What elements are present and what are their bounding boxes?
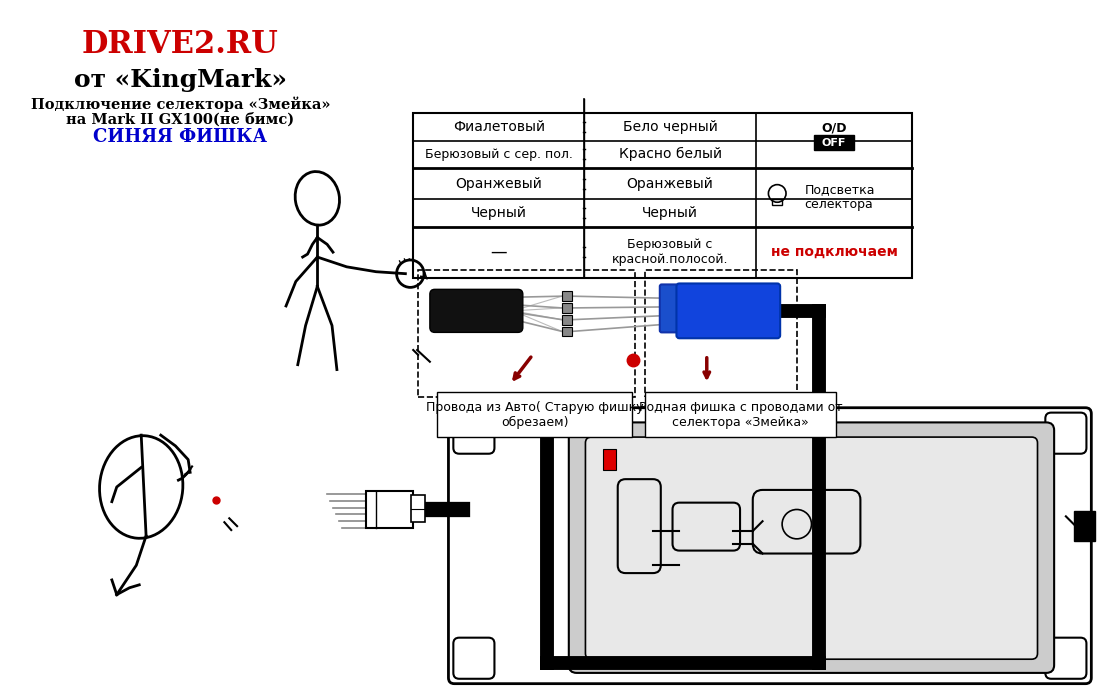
FancyBboxPatch shape — [677, 284, 780, 338]
Bar — [562, 291, 572, 301]
Text: Красно белый: Красно белый — [618, 147, 721, 161]
Bar — [772, 199, 782, 205]
Text: Берюзовый с
красной.полосой.: Берюзовый с красной.полосой. — [612, 238, 729, 266]
Text: на Mark II GX100(не бимс): на Mark II GX100(не бимс) — [66, 112, 294, 126]
Bar — [418, 270, 635, 397]
FancyBboxPatch shape — [453, 412, 494, 454]
FancyBboxPatch shape — [585, 437, 1037, 659]
Text: DRIVE2.RU: DRIVE2.RU — [82, 29, 279, 60]
Text: Оранжевый: Оранжевый — [627, 176, 713, 190]
Text: Оранжевый: Оранжевый — [456, 176, 542, 190]
Bar — [366, 491, 414, 528]
FancyBboxPatch shape — [448, 407, 1092, 684]
Bar — [562, 315, 572, 325]
FancyBboxPatch shape — [1045, 412, 1086, 454]
Text: OFF: OFF — [822, 138, 846, 148]
Text: O/D: O/D — [822, 121, 847, 134]
FancyBboxPatch shape — [453, 638, 494, 679]
Bar — [414, 113, 912, 278]
Text: Подсветка
селектора: Подсветка селектора — [805, 183, 875, 211]
FancyBboxPatch shape — [568, 422, 1054, 673]
Bar — [1074, 512, 1095, 541]
Text: СИНЯЯ ФИШКА: СИНЯЯ ФИШКА — [93, 127, 268, 146]
Bar — [603, 449, 616, 470]
Text: Подключение селектора «Змейка»: Подключение селектора «Змейка» — [31, 97, 330, 112]
Text: Бело черный: Бело черный — [623, 120, 718, 134]
Bar — [562, 326, 572, 336]
Text: Фиалетовый: Фиалетовый — [452, 120, 545, 134]
Bar — [645, 270, 796, 397]
Text: Черный: Черный — [471, 206, 526, 220]
Text: Родная фишка с проводами от
селектора «Змейка»: Родная фишка с проводами от селектора «З… — [639, 400, 843, 428]
Text: Черный: Черный — [643, 206, 698, 220]
Text: Берюзовый с сер. пол.: Берюзовый с сер. пол. — [425, 148, 573, 161]
Bar — [437, 392, 633, 437]
FancyBboxPatch shape — [430, 289, 523, 332]
Text: Провода из Авто( Старую фишку
обрезаем): Провода из Авто( Старую фишку обрезаем) — [426, 400, 644, 428]
Text: от «KingMark»: от «KingMark» — [74, 68, 286, 92]
FancyBboxPatch shape — [1045, 638, 1086, 679]
Bar — [645, 392, 836, 437]
Text: не подключаем: не подключаем — [771, 245, 897, 259]
FancyBboxPatch shape — [660, 284, 684, 332]
Bar — [562, 303, 572, 313]
Bar — [411, 495, 425, 522]
Text: —: — — [491, 243, 508, 261]
Bar — [814, 134, 854, 150]
